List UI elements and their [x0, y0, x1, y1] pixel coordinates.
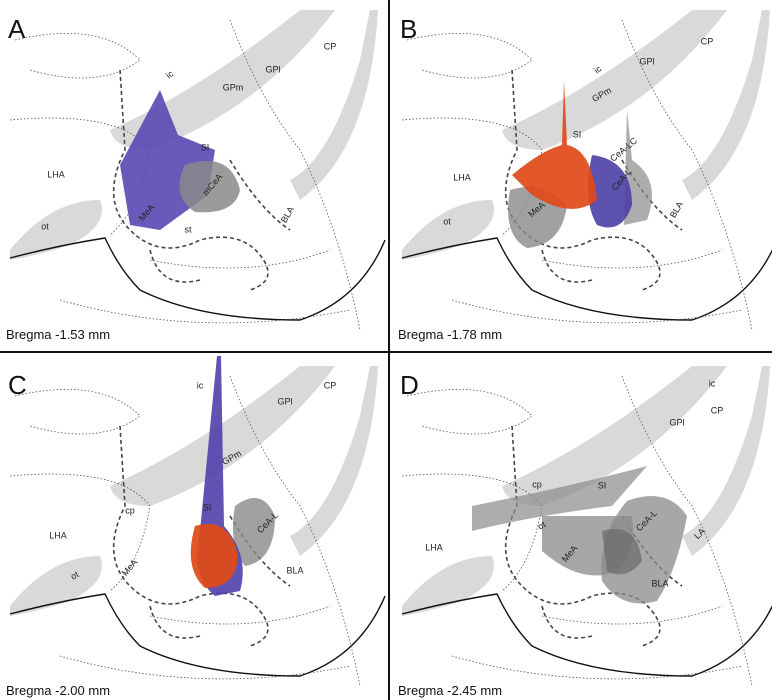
- bregma-label: Bregma -2.45 mm: [398, 683, 502, 698]
- region-label: BLA: [286, 565, 303, 575]
- region-label: CP: [324, 380, 337, 390]
- bregma-label: Bregma -1.53 mm: [6, 327, 110, 342]
- region-label: cp: [125, 505, 135, 515]
- region-label: ic: [709, 378, 716, 388]
- bregma-label: Bregma -2.00 mm: [6, 683, 110, 698]
- region-label: SI: [573, 129, 582, 139]
- region-label: LHA: [49, 530, 67, 540]
- bregma-label: Bregma -1.78 mm: [398, 327, 502, 342]
- region-label: GPl: [669, 417, 684, 427]
- panel-letter: C: [8, 370, 27, 400]
- region-label: CP: [711, 405, 724, 415]
- panel-letter: D: [400, 370, 419, 400]
- region-label: SI: [598, 480, 607, 490]
- region-label: LHA: [47, 169, 65, 179]
- region-label: GPl: [277, 396, 292, 406]
- region-label: SI: [201, 142, 210, 152]
- region-label: CP: [324, 41, 337, 51]
- region-label: GPm: [223, 82, 244, 92]
- region-label: ot: [41, 221, 49, 231]
- panel-letter: B: [400, 14, 417, 44]
- region-label: GPl: [265, 64, 280, 74]
- region-label: ic: [197, 380, 204, 390]
- region-label: cp: [532, 479, 542, 489]
- region-label: BLA: [651, 578, 668, 588]
- region-label: LHA: [453, 172, 471, 182]
- region-label: CP: [701, 36, 714, 46]
- region-label: ot: [443, 216, 451, 226]
- figure: icGPmGPlCPLHASImCeAMeAstBLAotABregma -1.…: [0, 0, 772, 700]
- region-label: LHA: [425, 542, 443, 552]
- region-label: SI: [203, 502, 212, 512]
- panel-letter: A: [8, 14, 26, 44]
- region-label: GPl: [639, 56, 654, 66]
- region-label: st: [184, 224, 192, 234]
